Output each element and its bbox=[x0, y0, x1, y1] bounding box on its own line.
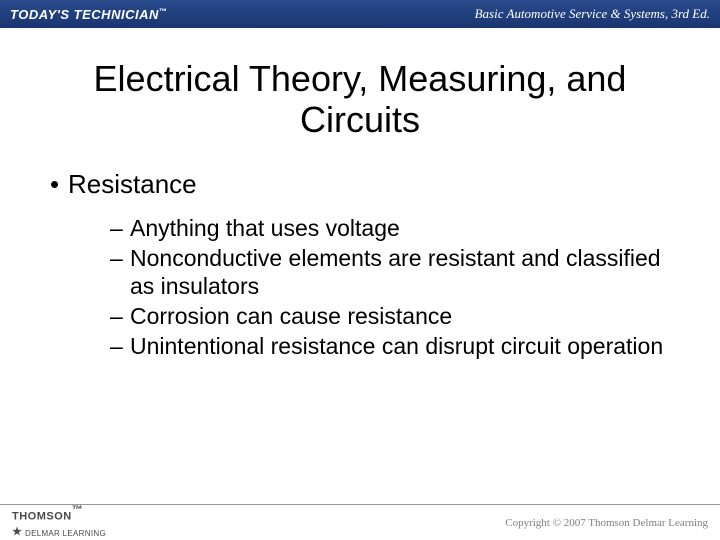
logo-delmar: DELMAR LEARNING bbox=[25, 529, 106, 538]
slide-content: Electrical Theory, Measuring, and Circui… bbox=[0, 28, 720, 360]
header-brand: TODAY'S TECHNICIAN™ bbox=[10, 7, 167, 22]
star-icon bbox=[12, 526, 22, 536]
sub-bullet-list: Anything that uses voltage Nonconductive… bbox=[50, 214, 670, 360]
logo-top-row: THOMSON™ bbox=[12, 505, 106, 523]
copyright-text: Copyright © 2007 Thomson Delmar Learning bbox=[505, 517, 708, 529]
header-brand-text: TODAY'S TECHNICIAN bbox=[10, 7, 159, 22]
header-tm: ™ bbox=[159, 7, 168, 16]
logo-thomson: THOMSON bbox=[12, 511, 72, 523]
sub-bullet: Unintentional resistance can disrupt cir… bbox=[110, 332, 670, 360]
slide-title: Electrical Theory, Measuring, and Circui… bbox=[50, 58, 670, 141]
main-bullet-text: Resistance bbox=[68, 169, 197, 199]
sub-bullet-text: Anything that uses voltage bbox=[130, 215, 400, 241]
footer-bar: THOMSON™ DELMAR LEARNING Copyright © 200… bbox=[0, 504, 720, 540]
main-bullet: Resistance bbox=[50, 169, 670, 200]
sub-bullet-text: Corrosion can cause resistance bbox=[130, 303, 452, 329]
logo-bottom-row: DELMAR LEARNING bbox=[12, 524, 106, 540]
header-book-title: Basic Automotive Service & Systems, 3rd … bbox=[475, 6, 710, 22]
publisher-logo: THOMSON™ DELMAR LEARNING bbox=[12, 505, 106, 539]
sub-bullet-text: Nonconductive elements are resistant and… bbox=[130, 245, 661, 299]
sub-bullet-text: Unintentional resistance can disrupt cir… bbox=[130, 333, 663, 359]
header-bar: TODAY'S TECHNICIAN™ Basic Automotive Ser… bbox=[0, 0, 720, 28]
sub-bullet: Corrosion can cause resistance bbox=[110, 302, 670, 330]
sub-bullet: Anything that uses voltage bbox=[110, 214, 670, 242]
logo-tm: ™ bbox=[72, 504, 84, 516]
sub-bullet: Nonconductive elements are resistant and… bbox=[110, 244, 670, 300]
